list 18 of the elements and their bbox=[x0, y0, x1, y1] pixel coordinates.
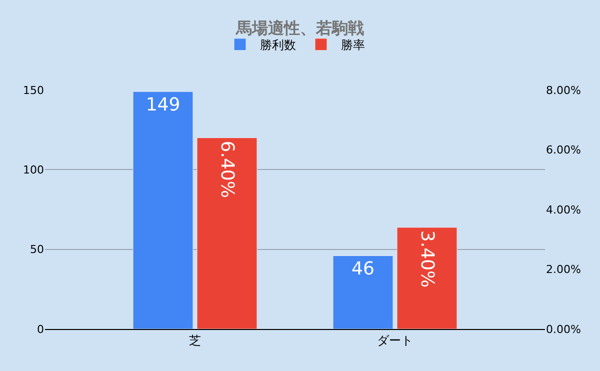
x-tick-label: ダート bbox=[377, 333, 413, 348]
y2-tick-label: 8.00% bbox=[546, 84, 581, 97]
data-label: 46 bbox=[352, 258, 374, 280]
chart-title: 馬場適性、若駒戦 bbox=[235, 18, 364, 38]
y2-tick-label: 2.00% bbox=[546, 263, 581, 276]
y-tick-label: 50 bbox=[30, 243, 44, 256]
data-label: 3.40% bbox=[416, 230, 438, 288]
y2-tick-label: 4.00% bbox=[546, 203, 581, 216]
legend-label: 勝率 bbox=[341, 38, 365, 52]
y2-tick-label: 6.00% bbox=[546, 144, 581, 157]
y-tick-label: 100 bbox=[23, 164, 44, 177]
y2-tick-label: 0.00% bbox=[546, 322, 581, 336]
legend-label: 勝利数 bbox=[260, 38, 296, 52]
y-tick-label: 0 bbox=[37, 322, 44, 336]
data-label: 149 bbox=[146, 94, 180, 116]
x-tick-label: 芝 bbox=[189, 333, 201, 348]
y-tick-label: 150 bbox=[23, 84, 44, 97]
data-label: 6.40% bbox=[216, 140, 238, 198]
